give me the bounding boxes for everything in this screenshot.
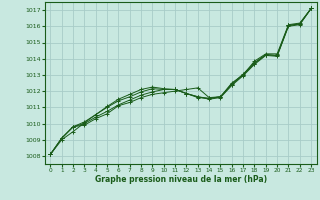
X-axis label: Graphe pression niveau de la mer (hPa): Graphe pression niveau de la mer (hPa) [95, 175, 267, 184]
